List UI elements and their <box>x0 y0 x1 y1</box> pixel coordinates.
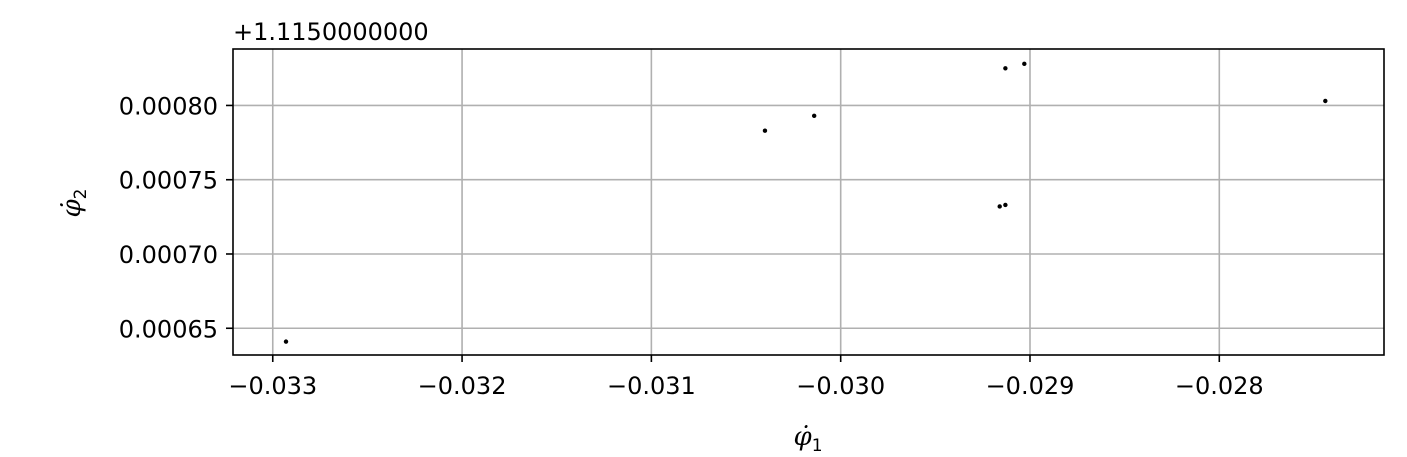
x-tick-label: −0.033 <box>228 372 317 400</box>
y-tick-labels: 0.00065 0.00070 0.00075 0.00080 <box>119 92 218 343</box>
data-point <box>1323 98 1328 104</box>
tick-marks <box>226 104 1221 362</box>
y-tick-label: 0.00075 <box>119 167 218 195</box>
x-tick-label: −0.028 <box>1175 372 1264 400</box>
data-point <box>1003 202 1008 208</box>
x-tick-label: −0.029 <box>986 372 1075 400</box>
x-tick-label: −0.032 <box>418 372 507 400</box>
y-axis-label: φ̇2 <box>57 188 91 217</box>
y-axis-label-main: φ̇ <box>57 199 87 218</box>
x-tick-label: −0.030 <box>796 372 885 400</box>
y-tick-label: 0.00065 <box>119 315 218 343</box>
x-axis-label-main: φ̇ <box>793 422 812 452</box>
data-point <box>1003 66 1008 71</box>
x-axis-label: φ̇1 <box>793 422 822 456</box>
plot-frame <box>232 48 1385 356</box>
x-tick-label: −0.031 <box>607 372 696 400</box>
data-point <box>1022 61 1027 67</box>
y-tick-label: 0.00080 <box>119 92 218 120</box>
data-points <box>283 61 1328 344</box>
data-point <box>811 113 817 119</box>
y-axis-label-subscript: 2 <box>71 188 91 199</box>
data-point <box>762 128 768 133</box>
data-point <box>283 339 289 344</box>
data-point <box>997 204 1002 209</box>
y-offset-label: +1.1150000000 <box>233 18 429 46</box>
grid-lines <box>233 49 1384 355</box>
x-tick-labels: −0.033 −0.032 −0.031 −0.030 −0.029 −0.028 <box>228 372 1263 400</box>
x-axis-label-subscript: 1 <box>812 436 823 456</box>
y-tick-label: 0.00070 <box>119 241 218 269</box>
